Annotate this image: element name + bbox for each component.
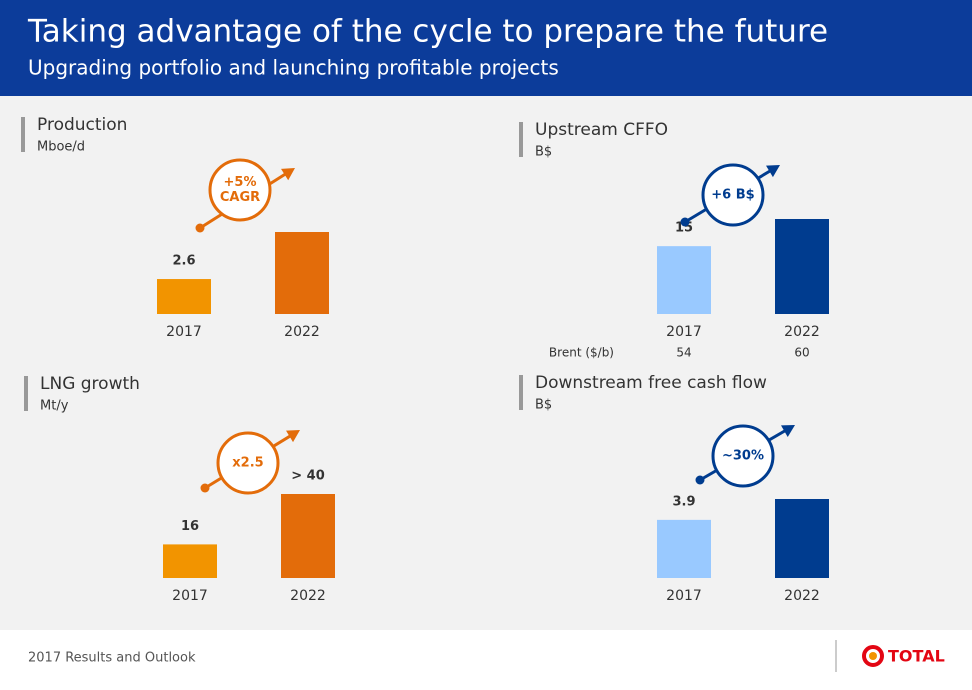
- value-label: 3.9: [672, 494, 695, 509]
- x-tick-label: 2017: [666, 588, 702, 604]
- extra-row-value: 60: [794, 346, 809, 360]
- x-tick-label: 2022: [784, 588, 820, 604]
- logo-icon: [862, 645, 884, 667]
- x-tick-label: 2017: [166, 324, 202, 340]
- title-marker: [24, 376, 28, 411]
- chart-subtitle: B$: [535, 145, 552, 160]
- arrow-head: [766, 165, 780, 178]
- title-marker: [21, 117, 25, 152]
- slide-title: Taking advantage of the cycle to prepare…: [27, 14, 828, 50]
- x-tick-label: 2022: [784, 324, 820, 340]
- arrow-dot: [200, 483, 210, 493]
- chart-title: Downstream free cash flow: [535, 373, 767, 393]
- annotation: ~30%: [722, 449, 764, 464]
- chart-subtitle: Mboe/d: [37, 140, 85, 155]
- bar: [157, 279, 211, 314]
- bar: [657, 519, 711, 578]
- annotation: x2.5: [232, 456, 263, 471]
- x-tick-label: 2022: [290, 588, 326, 604]
- annotation-circle: [208, 158, 272, 222]
- x-tick-label: 2017: [666, 324, 702, 340]
- chart-title: Production: [37, 115, 127, 135]
- x-tick-label: 2022: [284, 324, 320, 340]
- chart-subtitle: B$: [535, 398, 552, 413]
- chart-subtitle: Mt/y: [40, 399, 69, 414]
- footer-text: 2017 Results and Outlook: [28, 651, 196, 666]
- header-band: [0, 0, 972, 96]
- annotation-circle: [216, 431, 280, 495]
- bar: [275, 232, 329, 314]
- bar: [657, 246, 711, 314]
- footer-bg: [0, 630, 972, 686]
- bar: [775, 219, 829, 314]
- annotation-circle: [711, 424, 775, 488]
- arrow-head: [286, 430, 300, 443]
- value-label: > 40: [291, 469, 325, 484]
- logo-text: TOTAL: [888, 647, 945, 666]
- x-tick-label: 2017: [172, 588, 208, 604]
- arrow-dot: [680, 217, 690, 227]
- arrow-head: [281, 168, 295, 181]
- value-label: 16: [181, 519, 199, 534]
- bar: [281, 494, 335, 578]
- annotation: +6 B$: [711, 188, 754, 203]
- annotation: CAGR: [220, 190, 260, 205]
- chart-title: Upstream CFFO: [535, 120, 668, 140]
- value-label: 2.6: [172, 254, 195, 269]
- arrow-head: [781, 425, 795, 437]
- slide-subtitle: Upgrading portfolio and launching profit…: [28, 56, 559, 80]
- annotation: +5%: [224, 175, 257, 190]
- extra-row-value: 54: [676, 346, 691, 360]
- annotation-circle: [701, 163, 765, 227]
- arrow-dot: [195, 223, 205, 233]
- bar: [775, 499, 829, 578]
- title-marker: [519, 122, 523, 157]
- bar: [163, 544, 217, 578]
- extra-row-label: Brent ($/b): [549, 346, 614, 360]
- logo-icon-core: [869, 652, 877, 660]
- arrow-dot: [695, 475, 705, 485]
- title-marker: [519, 375, 523, 410]
- chart-title: LNG growth: [40, 374, 140, 394]
